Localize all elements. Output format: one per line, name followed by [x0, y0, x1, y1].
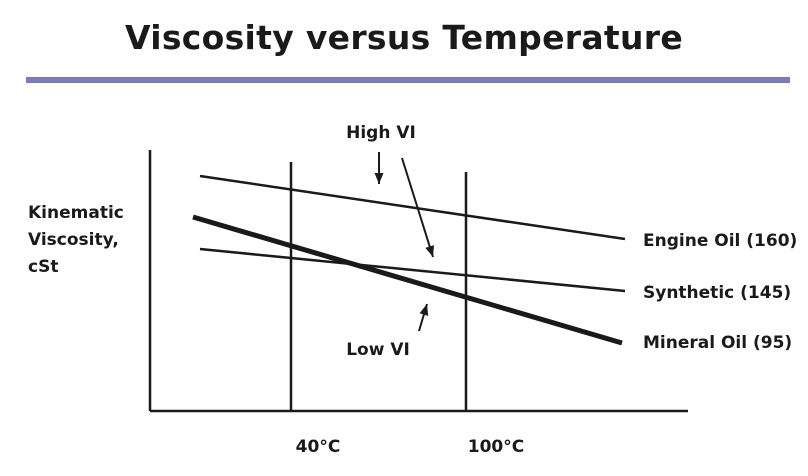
series-line — [199, 247, 626, 293]
series-label: Engine Oil (160) — [643, 231, 797, 251]
y-axis-label: Kinematic Viscosity, cSt — [28, 203, 124, 277]
annotation-arrows — [374, 152, 435, 332]
x-tick-label: 100°C — [468, 437, 524, 457]
annotation-low-vi: Low VI — [346, 340, 410, 360]
chart-title: Viscosity versus Temperature — [124, 18, 684, 57]
y-axis-label-line: Kinematic — [28, 203, 124, 223]
title-divider — [26, 77, 790, 83]
series-label: Synthetic (145) — [643, 283, 791, 303]
annotations: High VI Low VI — [346, 123, 416, 360]
high-vi-arrow-short — [374, 152, 384, 184]
high-vi-arrow-long — [401, 157, 435, 258]
series-lines — [192, 174, 626, 346]
x-tick-labels: 40°C 100°C — [296, 437, 525, 457]
series-label: Mineral Oil (95) — [643, 333, 792, 353]
axes — [148, 150, 688, 413]
series-line — [199, 174, 626, 241]
x-tick-label: 40°C — [296, 437, 341, 457]
annotation-high-vi: High VI — [346, 123, 416, 143]
low-vi-arrow — [418, 303, 429, 332]
y-axis-label-line: cSt — [28, 257, 58, 277]
series-line — [192, 214, 623, 346]
series-labels: Engine Oil (160) Synthetic (145) Mineral… — [643, 231, 797, 353]
y-axis-label-line: Viscosity, — [28, 230, 119, 250]
